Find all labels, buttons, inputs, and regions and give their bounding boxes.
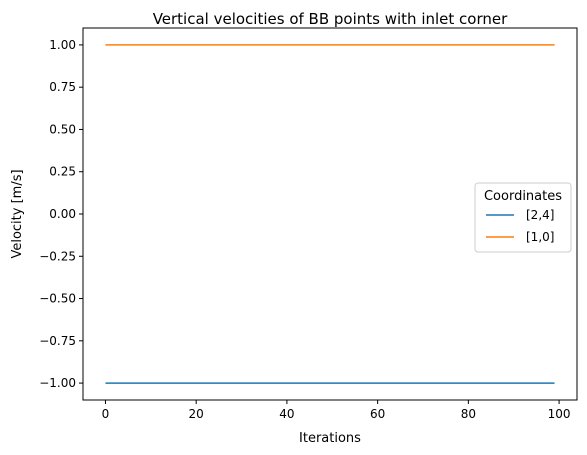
- legend-title: Coordinates: [484, 189, 562, 204]
- y-axis-label: Velocity [m/s]: [10, 169, 25, 258]
- x-axis-ticks: 0 20 40 60 80 100: [102, 400, 571, 421]
- x-tick-label: 0: [102, 407, 110, 421]
- legend-label-1: [2,4]: [526, 208, 554, 222]
- legend: Coordinates [2,4] [1,0]: [474, 182, 572, 253]
- chart-title: Vertical velocities of BB points with in…: [153, 10, 508, 28]
- x-tick-label: 80: [461, 407, 476, 421]
- y-tick-label: 1.00: [49, 38, 76, 52]
- y-tick-label: −0.75: [39, 334, 76, 348]
- y-tick-label: 0.50: [49, 122, 76, 136]
- y-tick-label: −0.25: [39, 249, 76, 263]
- x-tick-label: 60: [370, 407, 385, 421]
- y-tick-label: 0.25: [49, 165, 76, 179]
- x-axis-label: Iterations: [299, 431, 361, 446]
- y-tick-label: 0.00: [49, 207, 76, 221]
- legend-box: [474, 182, 572, 253]
- legend-entries: [2,4] [1,0]: [486, 208, 554, 244]
- legend-label-2: [1,0]: [526, 230, 554, 244]
- y-tick-label: −0.50: [39, 292, 76, 306]
- x-tick-label: 40: [279, 407, 294, 421]
- y-tick-label: −1.00: [39, 376, 76, 390]
- x-tick-label: 100: [548, 407, 571, 421]
- plot-frame: [82, 27, 578, 401]
- x-tick-label: 20: [189, 407, 204, 421]
- y-axis-ticks: −1.00 −0.75 −0.50 −0.25 0.00 0.25 0.50 0.75 1.00: [39, 38, 83, 390]
- y-tick-label: 0.75: [49, 80, 76, 94]
- plot-area: [105, 44, 555, 384]
